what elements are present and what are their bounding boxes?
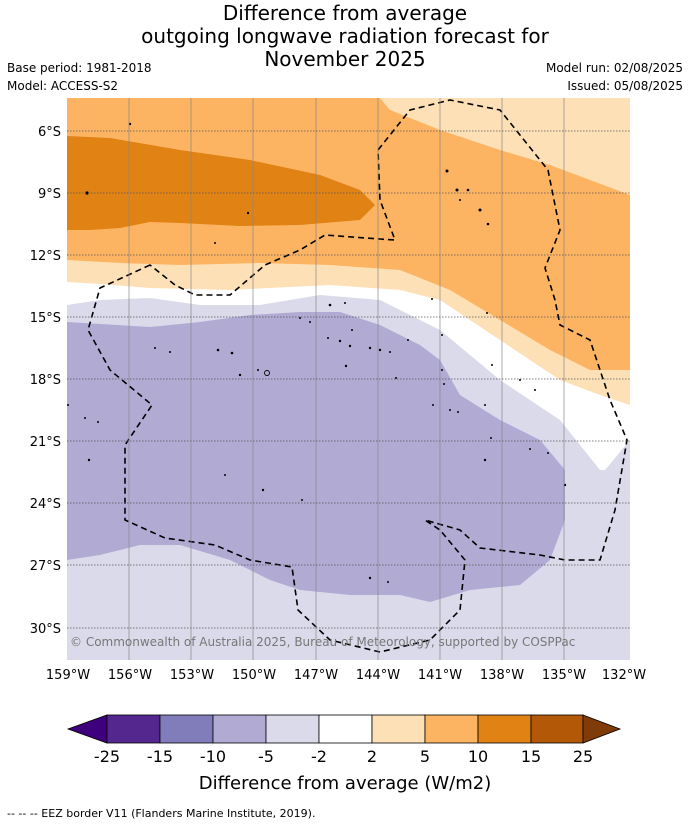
colorbar-ticks: -25 -15 -10 -5 -2 2 5 10 15 25 xyxy=(94,747,593,766)
colorbar-tick: -15 xyxy=(147,747,173,766)
lat-label: 12°S xyxy=(30,249,61,264)
map-title: Difference from average outgoing longwav… xyxy=(0,2,690,71)
positive-strong-region xyxy=(67,136,375,230)
colorbar-tick: 2 xyxy=(367,747,377,766)
colorbar-swatch xyxy=(159,714,214,744)
lat-label: 27°S xyxy=(30,559,61,574)
colorbar-swatch xyxy=(424,714,479,744)
islands xyxy=(67,122,567,583)
colorbar-swatch xyxy=(477,714,532,744)
lat-label: 30°S xyxy=(30,622,61,637)
lon-label: 135°W xyxy=(542,668,586,683)
lat-label: 15°S xyxy=(30,311,61,326)
meta-right: Model run: 02/08/2025 Issued: 05/08/2025 xyxy=(546,59,683,95)
model-run: Model run: 02/08/2025 xyxy=(545,61,683,75)
colorbar-swatch xyxy=(318,714,373,744)
colorbar-tick: -5 xyxy=(258,747,274,766)
colorbar xyxy=(66,714,622,744)
colorbar-label: Difference from average (W/m2) xyxy=(198,773,492,794)
lon-label: 138°W xyxy=(480,668,524,683)
eez-border xyxy=(87,99,628,653)
colorbar-tick: 15 xyxy=(521,747,541,766)
title-line-2: outgoing longwave radiation forecast for xyxy=(141,24,549,48)
colorbar-swatch xyxy=(106,714,161,744)
colorbar-swatch xyxy=(530,714,584,744)
colorbar-tick: -10 xyxy=(200,747,226,766)
colorbar-tick: 25 xyxy=(573,747,593,766)
lon-label: 153°W xyxy=(170,668,214,683)
colorbar-arrow-high xyxy=(582,714,622,744)
lon-labels: 159°W 156°W 153°W 150°W 147°W 144°W 141°… xyxy=(46,668,646,683)
footnote: -- -- -- EEZ border V11 (Flanders Marine… xyxy=(7,807,316,820)
colorbar-swatch xyxy=(265,714,320,744)
base-period: Base period: 1981-2018 xyxy=(7,61,152,75)
lon-label: 150°W xyxy=(232,668,276,683)
colorbar-tick: 10 xyxy=(468,747,488,766)
colorbar-swatch xyxy=(371,714,426,744)
lon-label: 147°W xyxy=(294,668,338,683)
lat-label: 9°S xyxy=(38,187,61,202)
title-line-1: Difference from average xyxy=(222,1,468,25)
lat-label: 6°S xyxy=(38,125,61,140)
lat-label: 21°S xyxy=(30,435,61,450)
lon-label: 141°W xyxy=(418,668,462,683)
map-plot-area xyxy=(67,98,630,660)
colorbar-tick: 5 xyxy=(420,747,430,766)
model-name: Model: ACCESS-S2 xyxy=(7,79,119,93)
colorbar-tick: -2 xyxy=(311,747,327,766)
colorbar-tick: -25 xyxy=(94,747,120,766)
colorbar-swatch xyxy=(212,714,267,744)
positive-light-wedge xyxy=(380,98,630,195)
lat-label: 18°S xyxy=(30,373,61,388)
title-line-3: November 2025 xyxy=(264,47,426,71)
lon-label: 159°W xyxy=(46,668,90,683)
issued-date: Issued: 05/08/2025 xyxy=(567,79,683,93)
lat-gridlines xyxy=(67,130,630,629)
meta-left: Base period: 1981-2018 Model: ACCESS-S2 xyxy=(7,59,152,95)
copyright-text: © Commonwealth of Australia 2025, Bureau… xyxy=(70,635,575,649)
lat-label: 24°S xyxy=(30,497,61,512)
lat-labels: 6°S 9°S 12°S 15°S 18°S 21°S 24°S 27°S 30… xyxy=(30,125,61,637)
lon-label: 132°W xyxy=(602,668,646,683)
colorbar-arrow-low xyxy=(66,714,108,744)
lon-label: 144°W xyxy=(356,668,400,683)
lon-label: 156°W xyxy=(108,668,152,683)
